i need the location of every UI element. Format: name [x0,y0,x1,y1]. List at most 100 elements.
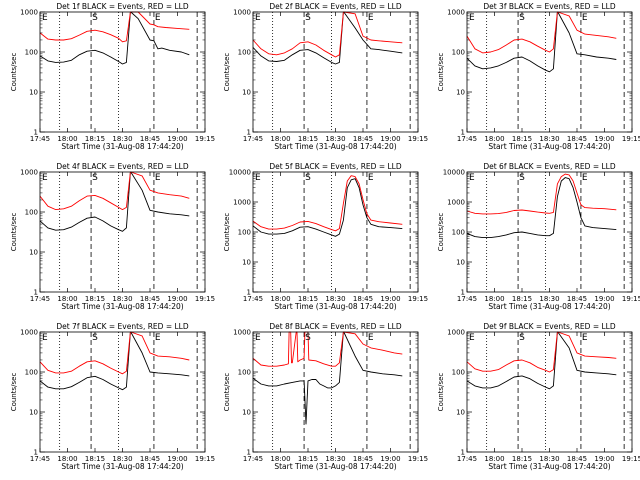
x-tick-label: 17:45 [457,295,477,303]
x-tick-label: 18:00 [270,135,290,143]
series-line-lld [39,171,190,211]
plot-frame [252,171,419,293]
x-tick-label: 18:30 [539,455,559,463]
x-tick-label: 18:00 [57,295,77,303]
x-tick-label: 18:45 [353,455,373,463]
x-tick-label: 18:30 [112,135,132,143]
x-tick-label: 19:15 [195,455,215,463]
series-line-events [39,11,190,65]
y-tick-label: 1000 [20,9,38,17]
y-tick-label: 10 [242,259,251,267]
y-tick-label: 1000 [20,169,38,177]
panel-title: Det 2f BLACK = Events, RED = LLD [269,2,402,11]
y-tick-label: 1 [461,289,465,297]
y-tick-label: 10 [29,409,38,417]
annotation-end: E [155,173,161,183]
y-tick-label: 10 [29,249,38,257]
plot-frame [39,171,206,293]
x-tick-label: 18:30 [325,295,345,303]
annotation-start: S [92,13,98,23]
x-tick-label: 18:45 [567,135,587,143]
annotation-end: E [368,13,374,23]
y-tick-label: 1 [34,289,38,297]
x-tick-label: 19:15 [408,295,428,303]
x-axis-label: Start Time (31-Aug-08 17:44:20) [274,462,396,471]
x-tick-label: 19:00 [594,295,614,303]
annotation-start: S [519,173,525,183]
x-axis-label: Start Time (31-Aug-08 17:44:20) [488,142,610,151]
series-line-events [39,171,190,232]
x-tick-label: 18:15 [512,135,532,143]
y-tick-label: 1000 [20,329,38,337]
annotation-end: E [368,173,374,183]
annotation-end: E [42,173,48,183]
annotation-start: S [92,173,98,183]
panel-det-5: Det 5f BLACK = Events, RED = LLD S E E 1 10 10… [223,162,428,311]
plot-frame [466,331,633,453]
x-tick-label: 17:45 [243,455,263,463]
series-line-events [252,331,403,425]
plot-frame [252,331,419,453]
x-tick-label: 18:00 [270,295,290,303]
y-axis-label: Counts/sec [437,53,445,92]
series-line-lld [39,11,190,43]
annotation-end: E [582,173,588,183]
y-axis-label: Counts/sec [10,213,18,252]
panel-det-2: Det 2f BLACK = Events, RED = LLD S E E 1 10 10… [223,2,428,151]
y-tick-label: 1 [34,129,38,137]
x-axis-label: Start Time (31-Aug-08 17:44:20) [274,142,396,151]
panel-det-1: Det 1f BLACK = Events, RED = LLD S E E 1 10 10… [10,2,215,151]
panel-det-8: Det 8f BLACK = Events, RED = LLD S E E 1 10 10… [223,322,428,471]
y-tick-label: 100 [25,49,38,57]
x-tick-label: 18:45 [353,295,373,303]
x-tick-label: 17:45 [30,295,50,303]
x-tick-label: 19:15 [622,135,640,143]
x-tick-label: 18:15 [85,135,105,143]
plot-frame [39,331,206,453]
x-tick-label: 18:15 [512,295,532,303]
y-tick-label: 10 [242,409,251,417]
x-tick-label: 19:15 [622,455,640,463]
y-tick-label: 1 [461,449,465,457]
y-tick-label: 100 [25,209,38,217]
annotation-start: S [305,333,311,343]
series-line-lld [39,331,190,375]
y-tick-label: 100 [452,229,465,237]
x-tick-label: 18:45 [140,135,160,143]
annotation-end: E [42,13,48,23]
x-tick-label: 19:00 [594,455,614,463]
series-line-lld [466,331,617,373]
annotation-end: E [255,333,261,343]
annotation-end: E [582,333,588,343]
x-tick-label: 18:00 [270,455,290,463]
y-axis-label: Counts/sec [10,53,18,92]
x-tick-label: 19:15 [408,135,428,143]
series-line-lld [466,173,617,215]
y-tick-label: 1 [247,129,251,137]
panel-title: Det 3f BLACK = Events, RED = LLD [483,2,616,11]
x-tick-label: 18:30 [325,455,345,463]
y-axis-label: Counts/sec [437,373,445,412]
y-axis-label: Counts/sec [223,373,231,412]
plot-frame [252,11,419,133]
x-tick-label: 18:30 [112,455,132,463]
y-tick-label: 10 [456,259,465,267]
x-tick-label: 18:15 [512,455,532,463]
x-axis-label: Start Time (31-Aug-08 17:44:20) [61,142,183,151]
x-tick-label: 18:45 [140,295,160,303]
annotation-end: E [155,13,161,23]
y-tick-label: 100 [452,49,465,57]
annotation-start: S [519,333,525,343]
y-tick-label: 100 [238,369,251,377]
series-line-events [466,331,617,390]
annotation-end: E [42,333,48,343]
panel-det-9: Det 9f BLACK = Events, RED = LLD S E E 1 10 10… [437,322,640,471]
x-tick-label: 17:45 [457,455,477,463]
annotation-end: E [255,173,261,183]
y-tick-label: 1000 [447,9,465,17]
x-tick-label: 18:15 [298,295,318,303]
x-tick-label: 18:45 [353,135,373,143]
x-tick-label: 19:00 [594,135,614,143]
y-axis-label: Counts/sec [10,373,18,412]
annotation-start: S [305,173,311,183]
